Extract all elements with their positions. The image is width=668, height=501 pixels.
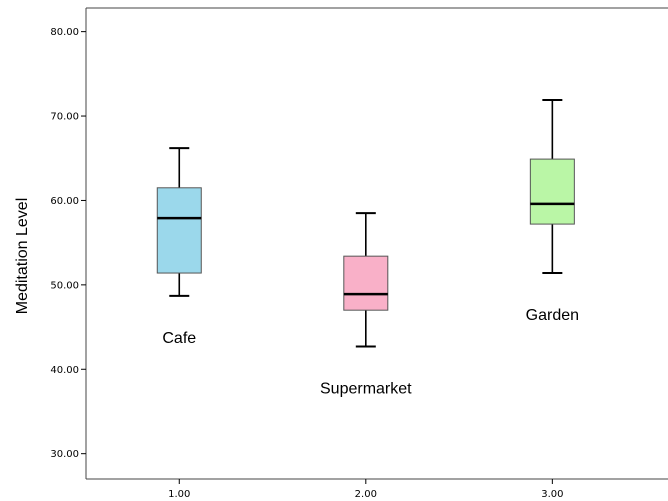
box-garden (529, 99, 575, 275)
box-iqr (343, 255, 389, 311)
plot-frame (85, 7, 668, 480)
y-tick-label: 30.00 (50, 449, 79, 460)
box-iqr (156, 187, 202, 274)
y-tick-label: 50.00 (50, 280, 79, 291)
box-cafe (156, 147, 202, 297)
y-tick-label: 40.00 (50, 365, 79, 376)
y-axis-label: Meditation Level (14, 198, 31, 315)
y-tick-label: 80.00 (50, 27, 79, 38)
box-supermarket (343, 212, 389, 348)
box-label-cafe: Cafe (162, 330, 196, 347)
y-tick-label: 60.00 (50, 196, 79, 207)
y-tick-label: 70.00 (50, 112, 79, 123)
x-tick-label: 3.00 (541, 489, 563, 500)
boxes (156, 99, 575, 348)
y-axis: 30.00 40.00 50.00 60.00 70.00 80.00 (50, 27, 86, 460)
x-axis: 1.00 2.00 3.00 (168, 479, 563, 500)
box-iqr (529, 158, 575, 225)
x-tick-label: 2.00 (355, 489, 377, 500)
box-label-garden: Garden (526, 307, 579, 324)
box-label-supermarket: Supermarket (320, 380, 412, 397)
x-tick-label: 1.00 (168, 489, 190, 500)
box-annotations: Cafe Supermarket Garden (162, 307, 579, 397)
